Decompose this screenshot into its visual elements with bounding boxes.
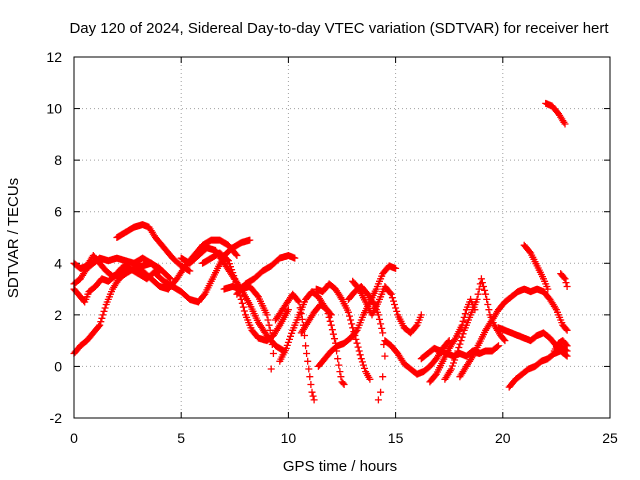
y-tick-label: 2 bbox=[54, 307, 62, 323]
x-tick-label: 10 bbox=[281, 430, 297, 446]
series-track-25 bbox=[505, 347, 571, 391]
x-tick-label: 20 bbox=[495, 430, 511, 446]
y-tick-label: -2 bbox=[50, 410, 63, 426]
y-tick-label: 8 bbox=[54, 152, 62, 168]
series-track-21 bbox=[426, 295, 479, 386]
x-tick-label: 0 bbox=[70, 430, 78, 446]
grid-lines bbox=[74, 57, 610, 418]
x-tick-label: 5 bbox=[177, 430, 185, 446]
y-tick-label: 0 bbox=[54, 358, 62, 374]
series-track-12 bbox=[272, 290, 318, 404]
axis-ticks: 0 5 10 15 20 25 -2 0 2 4 6 8 10 12 bbox=[46, 49, 618, 446]
series-track-08 bbox=[177, 244, 288, 355]
y-tick-label: 6 bbox=[54, 204, 62, 220]
x-axis-label: GPS time / hours bbox=[283, 458, 397, 475]
marker-path bbox=[557, 270, 571, 290]
y-tick-label: 4 bbox=[54, 255, 62, 271]
marker-path bbox=[177, 244, 288, 355]
marker-path bbox=[152, 236, 254, 306]
chart-title: Day 120 of 2024, Sidereal Day-to-day VTE… bbox=[69, 20, 609, 37]
series-track-09 bbox=[199, 249, 292, 345]
marker-path bbox=[272, 290, 318, 404]
marker-path bbox=[456, 285, 571, 381]
series-track-16 bbox=[314, 262, 400, 370]
x-tick-label: 25 bbox=[602, 430, 618, 446]
marker-path bbox=[349, 277, 425, 337]
series-track-11 bbox=[233, 252, 299, 298]
series-track-28 bbox=[557, 270, 571, 290]
marker-path bbox=[426, 295, 479, 386]
series-track-18 bbox=[349, 277, 425, 337]
plot-border bbox=[73, 56, 611, 419]
marker-path bbox=[314, 262, 400, 370]
series-track-15 bbox=[312, 280, 374, 383]
data-markers bbox=[70, 99, 571, 404]
series-track-26 bbox=[550, 337, 571, 355]
marker-path bbox=[520, 241, 552, 293]
x-tick-label: 15 bbox=[388, 430, 404, 446]
series-track-27 bbox=[520, 241, 552, 293]
marker-path bbox=[550, 337, 571, 355]
y-tick-label: 12 bbox=[46, 49, 62, 65]
marker-path bbox=[199, 249, 292, 345]
series-track-07 bbox=[152, 236, 254, 306]
marker-path bbox=[312, 280, 374, 383]
marker-path bbox=[297, 301, 348, 388]
series-track-23 bbox=[456, 285, 571, 381]
series-track-14 bbox=[297, 301, 348, 388]
y-axis-label: SDTVAR / TECUs bbox=[5, 178, 22, 298]
y-tick-label: 10 bbox=[46, 101, 62, 117]
series-track-29 bbox=[542, 99, 569, 128]
marker-path bbox=[542, 99, 569, 128]
marker-path bbox=[505, 347, 571, 391]
marker-path bbox=[233, 252, 299, 298]
